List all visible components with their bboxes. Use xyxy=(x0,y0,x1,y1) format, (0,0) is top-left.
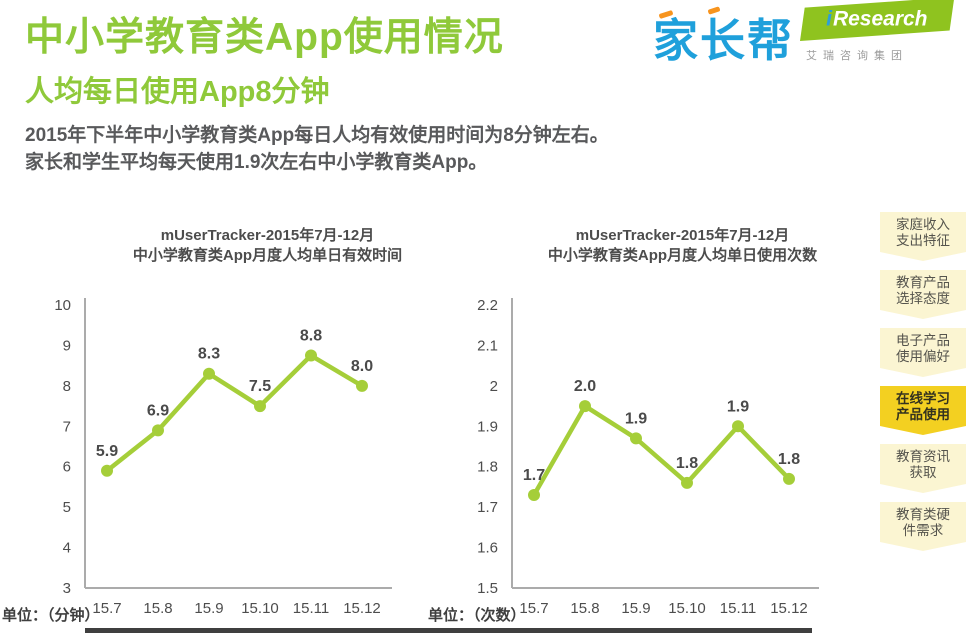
svg-text:8.3: 8.3 xyxy=(198,346,220,363)
page-title: 中小学教育类App使用情况 xyxy=(25,16,504,59)
chart-2-title: mUserTracker-2015年7月-12月中小学教育类App月度人均单日使… xyxy=(490,226,875,266)
svg-text:1.9: 1.9 xyxy=(477,418,498,435)
svg-text:15.9: 15.9 xyxy=(621,600,650,617)
iresearch-logo: iResearch 艾瑞咨询集团 xyxy=(800,0,970,63)
svg-text:5: 5 xyxy=(63,499,71,516)
svg-text:15.10: 15.10 xyxy=(241,600,279,617)
sidebar-tab-device-preference[interactable]: 电子产品 使用偏好 xyxy=(880,328,966,377)
sidebar-tab-label: 教育产品 选择态度 xyxy=(896,275,950,306)
svg-text:15.9: 15.9 xyxy=(194,600,223,617)
sidebar-tab-label: 在线学习 产品使用 xyxy=(896,391,950,422)
sidebar-tab-online-learning[interactable]: 在线学习 产品使用 xyxy=(880,386,966,435)
svg-text:8.0: 8.0 xyxy=(351,358,373,375)
description-line-1: 2015年下半年中小学教育类App每日人均有效使用时间为8分钟左右。 xyxy=(25,125,609,146)
svg-text:6: 6 xyxy=(63,459,71,476)
svg-text:1.5: 1.5 xyxy=(477,580,498,597)
chart-1-title: mUserTracker-2015年7月-12月中小学教育类App月度人均单日有… xyxy=(75,226,460,266)
svg-text:1.9: 1.9 xyxy=(727,398,749,415)
footer-bar xyxy=(85,628,812,633)
svg-text:15.10: 15.10 xyxy=(668,600,706,617)
jiazhangbang-logo-text: 家长帮 xyxy=(653,15,795,66)
chart-2-title-line-1: mUserTracker-2015年7月-12月 xyxy=(575,227,790,244)
section-nav-sidebar: 家庭收入 支出特征 教育产品 选择态度 电子产品 使用偏好 在线学习 产品使用 … xyxy=(880,212,966,560)
sidebar-tab-product-attitude[interactable]: 教育产品 选择态度 xyxy=(880,270,966,319)
svg-text:8.8: 8.8 xyxy=(300,328,322,345)
svg-text:7.5: 7.5 xyxy=(249,378,271,395)
svg-text:10: 10 xyxy=(54,297,71,314)
page-subtitle: 人均每日使用App8分钟 xyxy=(25,76,330,108)
svg-text:1.8: 1.8 xyxy=(477,459,498,476)
iresearch-i: i xyxy=(826,7,833,31)
svg-text:4: 4 xyxy=(63,540,71,557)
sidebar-tab-label: 家庭收入 支出特征 xyxy=(896,217,950,248)
svg-text:1.6: 1.6 xyxy=(477,540,498,557)
svg-text:15.8: 15.8 xyxy=(570,600,599,617)
chart-2-unit-label: 单位：（次数） xyxy=(428,607,526,624)
svg-text:9: 9 xyxy=(63,337,71,354)
sidebar-tab-education-news[interactable]: 教育资讯 获取 xyxy=(880,444,966,493)
svg-text:15.12: 15.12 xyxy=(343,600,381,617)
iresearch-rest: Research xyxy=(833,7,928,31)
chart-1-title-line-1: mUserTracker-2015年7月-12月 xyxy=(160,227,375,244)
chart-1-unit-label: 单位：（分钟） xyxy=(2,607,100,624)
description-line-2: 家长和学生平均每天使用1.9次左右中小学教育类App。 xyxy=(25,152,488,173)
svg-text:2.0: 2.0 xyxy=(574,378,596,395)
sidebar-tab-label: 教育资讯 获取 xyxy=(896,449,950,480)
svg-text:1.9: 1.9 xyxy=(625,410,647,427)
svg-text:15.8: 15.8 xyxy=(143,600,172,617)
iresearch-badge-text: iResearch xyxy=(826,7,927,31)
line-chart-minutes: 10 9 8 7 6 5 4 3 5.9 6.9 8.3 7.5 8.8 8.0 15.7 15.8 15.9 1… xyxy=(54,297,392,617)
svg-text:15.7: 15.7 xyxy=(519,600,548,617)
svg-text:1.8: 1.8 xyxy=(676,455,698,472)
svg-text:6.9: 6.9 xyxy=(147,402,169,419)
svg-text:2.2: 2.2 xyxy=(477,297,498,314)
svg-text:7: 7 xyxy=(63,418,71,435)
svg-text:2.1: 2.1 xyxy=(477,337,498,354)
description-text: 2015年下半年中小学教育类App每日人均有效使用时间为8分钟左右。 家长和学生平… xyxy=(25,122,609,176)
svg-text:1.7: 1.7 xyxy=(523,467,545,484)
svg-text:5.9: 5.9 xyxy=(96,443,118,460)
sidebar-tab-hardware-demand[interactable]: 教育类硬 件需求 xyxy=(880,502,966,551)
sidebar-tab-label: 电子产品 使用偏好 xyxy=(896,333,950,364)
svg-text:15.12: 15.12 xyxy=(770,600,808,617)
logo-accent-icon xyxy=(707,6,721,15)
chart-1-title-line-2: 中小学教育类App月度人均单日有效时间 xyxy=(132,247,403,264)
svg-text:15.7: 15.7 xyxy=(92,600,121,617)
svg-text:15.11: 15.11 xyxy=(293,600,329,617)
line-chart-times: 2.2 2.1 2 1.9 1.8 1.7 1.6 1.5 1.7 2.0 1.9 1.8 1.9 1.8… xyxy=(477,297,819,617)
svg-text:2: 2 xyxy=(490,378,498,395)
chart-2-title-line-2: 中小学教育类App月度人均单日使用次数 xyxy=(547,247,818,264)
svg-text:1.8: 1.8 xyxy=(778,451,800,468)
jiazhangbang-logo: 家长帮 xyxy=(653,4,798,66)
svg-text:8: 8 xyxy=(63,378,71,395)
svg-text:15.11: 15.11 xyxy=(720,600,756,617)
svg-text:1.7: 1.7 xyxy=(477,499,498,516)
iresearch-subtitle: 艾瑞咨询集团 xyxy=(806,50,908,62)
sidebar-tab-label: 教育类硬 件需求 xyxy=(896,507,950,538)
sidebar-tab-household-income[interactable]: 家庭收入 支出特征 xyxy=(880,212,966,261)
svg-text:3: 3 xyxy=(63,580,71,597)
iresearch-badge: iResearch xyxy=(800,0,955,42)
